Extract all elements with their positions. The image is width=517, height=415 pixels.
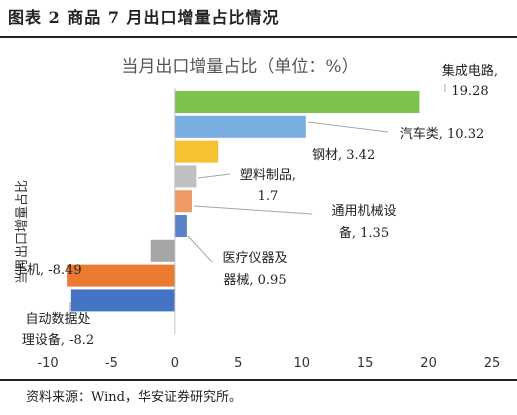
bar-8 [70,289,175,312]
bar-7 [67,264,175,287]
x-tick-label: 20 [420,356,437,371]
data-label-4-0: 通用机械设 [331,204,396,219]
chart-title: 当月出口增量占比（单位：%） [121,57,358,77]
x-tick-label: -5 [105,356,118,371]
leader-line-1 [307,121,389,133]
top-rule [0,36,517,38]
x-tick-label: 10 [293,356,310,371]
bar-chart: 当月出口增量占比（单位：%） 集成电路, 19.28 汽车类, 10.32 钢材, 3… [14,57,501,371]
data-label-5-1: 器械, 0.95 [223,273,286,288]
leader-line-3 [197,173,231,179]
bar-0 [174,91,420,113]
bar-3 [174,165,197,188]
figure-title: 图表 2 商品 7 月出口增量占比情况 [8,8,280,27]
bar-1 [174,115,306,138]
data-label-3-1: 1.7 [258,189,279,204]
data-label-4-1: 备, 1.35 [339,225,389,241]
x-tick-label: 25 [484,356,501,371]
data-label-8-0: 自动数据处 [25,312,90,327]
data-label-8-1: 理设备, -8.2 [22,332,94,348]
x-tick-label: -10 [37,356,58,371]
source-note: 资料来源：Wind，华安证券研究所。 [26,390,242,405]
y-axis-label: 当月出口增量占比 [15,180,30,284]
data-label-2-0: 钢材, 3.42 [312,148,375,163]
data-label-5-0: 医疗仪器及 [222,251,287,266]
bar-5 [174,215,187,237]
data-label-1-0: 汽车类, 10.32 [400,126,484,142]
leader-line-4 [193,205,313,215]
x-tick-label: 0 [171,356,179,371]
bar-4 [174,190,192,213]
bar-2 [174,140,219,163]
data-label-3-0: 塑料制品, [240,168,296,183]
x-tick-label: 15 [357,356,374,371]
data-label-0-0: 集成电路, [442,63,498,79]
bar-6 [150,239,175,262]
data-label-0-1: 19.28 [451,84,488,99]
leader-line-5 [187,235,213,263]
x-tick-label: 5 [234,356,242,371]
bottom-rule [0,379,517,381]
data-label-7-0: 手机, -8.49 [14,263,82,278]
